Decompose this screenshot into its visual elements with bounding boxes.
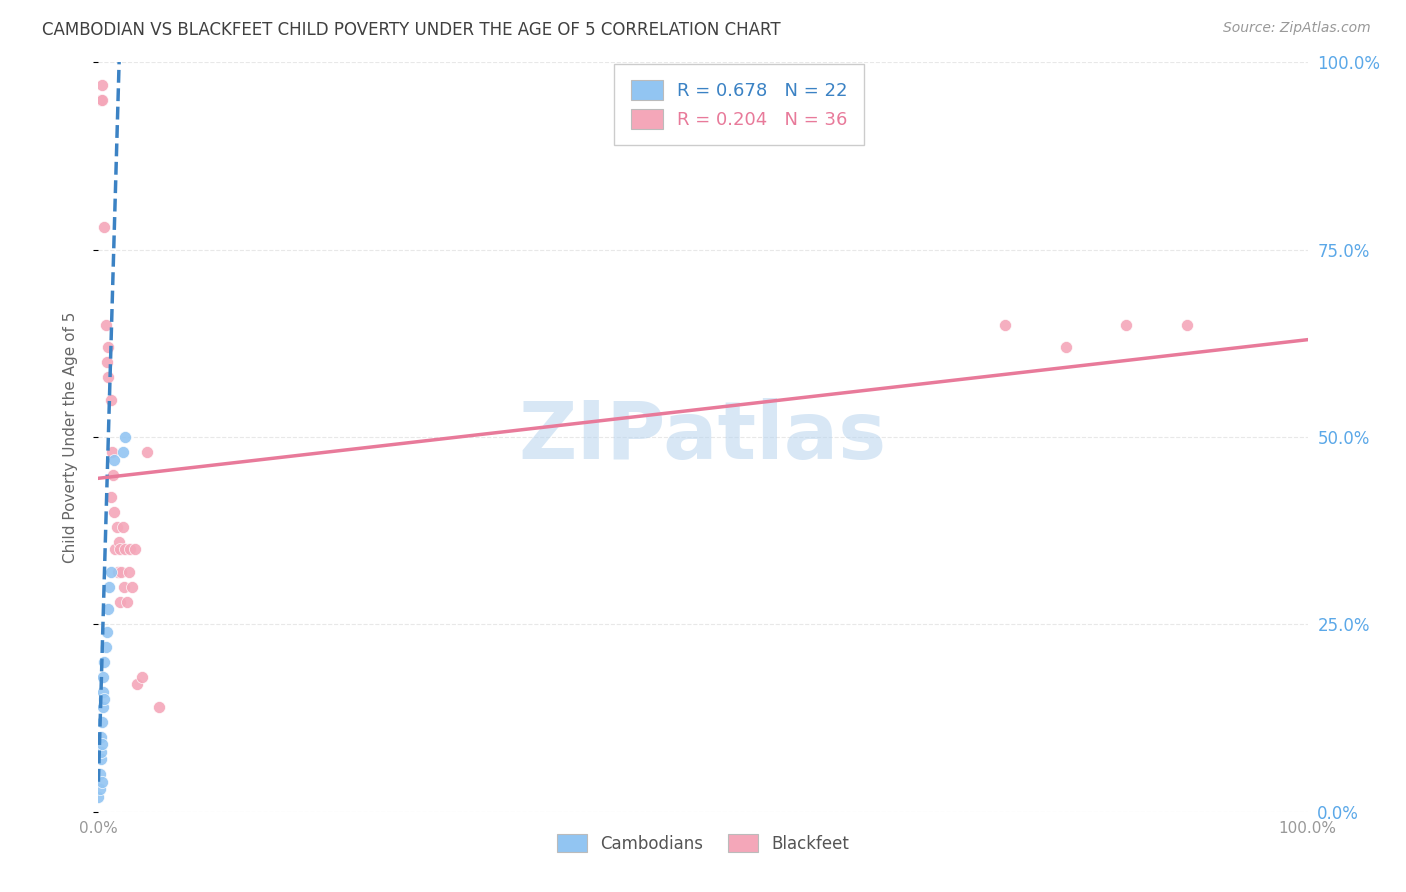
Point xyxy=(97,340,120,354)
Point xyxy=(107,565,129,579)
Point xyxy=(100,392,122,407)
Point xyxy=(124,542,146,557)
Point xyxy=(98,580,121,594)
Y-axis label: Child Poverty Under the Age of 5: Child Poverty Under the Age of 5 xyxy=(63,311,77,563)
Point xyxy=(994,318,1017,332)
Point xyxy=(108,595,131,609)
Point xyxy=(111,520,134,534)
Point xyxy=(103,452,125,467)
Point xyxy=(118,565,141,579)
Point xyxy=(91,737,114,751)
Point xyxy=(91,670,114,684)
Point xyxy=(90,745,112,759)
Point xyxy=(96,355,118,369)
Point xyxy=(91,774,114,789)
Point xyxy=(93,692,115,706)
Point xyxy=(97,370,120,384)
Point xyxy=(97,602,120,616)
Point xyxy=(96,624,118,639)
Point xyxy=(93,220,115,235)
Point xyxy=(100,565,122,579)
Point xyxy=(89,782,111,797)
Point xyxy=(90,93,112,107)
Point xyxy=(91,685,114,699)
Point xyxy=(93,655,115,669)
Point xyxy=(104,542,127,557)
Point xyxy=(121,580,143,594)
Point xyxy=(91,78,114,92)
Point xyxy=(87,789,110,804)
Point xyxy=(91,93,114,107)
Point xyxy=(91,699,114,714)
Point xyxy=(1175,318,1198,332)
Legend: Cambodians, Blackfeet: Cambodians, Blackfeet xyxy=(550,828,856,860)
Point xyxy=(108,535,131,549)
Point xyxy=(110,565,132,579)
Point xyxy=(131,670,153,684)
Point xyxy=(100,490,122,504)
Point xyxy=(1115,318,1137,332)
Point xyxy=(89,767,111,781)
Point xyxy=(112,580,135,594)
Point xyxy=(117,595,139,609)
Point xyxy=(103,505,125,519)
Point xyxy=(127,677,149,691)
Point xyxy=(114,430,136,444)
Point xyxy=(90,752,112,766)
Point xyxy=(100,445,122,459)
Text: CAMBODIAN VS BLACKFEET CHILD POVERTY UNDER THE AGE OF 5 CORRELATION CHART: CAMBODIAN VS BLACKFEET CHILD POVERTY UND… xyxy=(42,21,780,38)
Point xyxy=(90,730,112,744)
Text: ZIPatlas: ZIPatlas xyxy=(519,398,887,476)
Point xyxy=(108,542,131,557)
Point xyxy=(135,445,157,459)
Point xyxy=(105,520,128,534)
Point xyxy=(94,640,117,654)
Point xyxy=(1054,340,1077,354)
Point xyxy=(94,318,117,332)
Point xyxy=(111,445,134,459)
Point xyxy=(91,714,114,729)
Point xyxy=(118,542,141,557)
Point xyxy=(114,542,136,557)
Point xyxy=(101,467,124,482)
Text: Source: ZipAtlas.com: Source: ZipAtlas.com xyxy=(1223,21,1371,35)
Point xyxy=(148,699,170,714)
